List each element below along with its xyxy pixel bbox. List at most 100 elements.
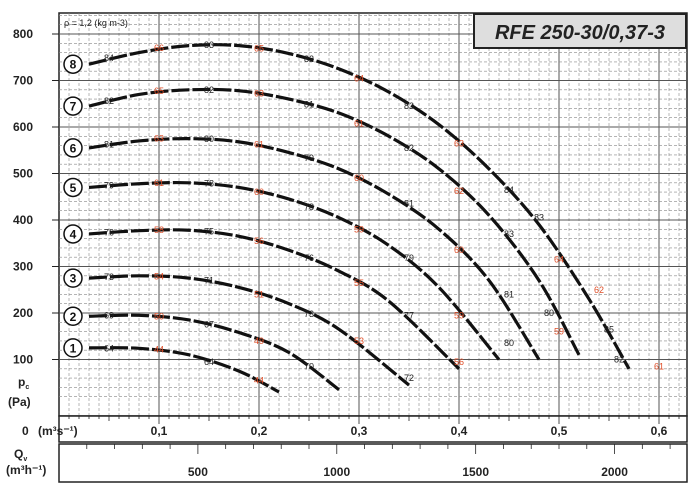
- curve-number-text: 2: [70, 310, 77, 324]
- y-tick-label: 700: [13, 74, 33, 88]
- curve-1: [88, 346, 280, 394]
- sound-level-label: 49: [254, 336, 264, 346]
- efficiency-label: 81: [304, 100, 314, 110]
- efficiency-label: 82: [404, 143, 414, 153]
- efficiency-label: 73: [104, 272, 114, 282]
- sound-level-label: 56: [254, 236, 264, 246]
- curve-number-5: 5: [63, 177, 83, 198]
- sound-level-label: 56: [454, 357, 464, 367]
- density-note: ρ = 1,2 (kg m-3): [64, 18, 128, 28]
- sound-level-label: 59: [554, 327, 564, 337]
- curve-number-2: 2: [63, 306, 83, 327]
- sound-level-label: 63: [154, 134, 164, 144]
- sound-level-label: 61: [354, 118, 364, 128]
- curve-number-1: 1: [63, 338, 83, 358]
- sound-level-label: 55: [354, 278, 364, 288]
- sound-level-label: 64: [354, 74, 364, 84]
- efficiency-label: 80: [504, 338, 514, 348]
- sound-level-label: 63: [254, 89, 264, 99]
- sound-level-label: 66: [154, 43, 164, 53]
- curve-number-text: 7: [70, 100, 77, 114]
- sound-level-label: 65: [254, 43, 264, 53]
- x-tick-label-primary: 0,1: [151, 424, 168, 438]
- sound-level-label: 62: [454, 186, 464, 196]
- y-tick-label: 500: [13, 167, 33, 181]
- efficiency-label: 82: [204, 85, 214, 95]
- curve-number-circle: [63, 138, 83, 158]
- efficiency-label: 78: [304, 202, 314, 212]
- x-tick-label-primary: 0,4: [451, 424, 468, 438]
- sound-level-label: 44: [154, 344, 164, 354]
- efficiency-label: 79: [104, 181, 114, 191]
- chart-title: RFE 250-30/0,37-3: [495, 22, 665, 44]
- curve-8: [88, 43, 631, 370]
- sound-level-label: 61: [654, 361, 664, 371]
- curve-7: [88, 87, 581, 356]
- curve-number-7: 7: [63, 96, 83, 116]
- x-axis-primary-band: [58, 415, 688, 443]
- efficiency-label: 79: [304, 153, 314, 163]
- sound-level-label: 59: [354, 224, 364, 234]
- curve-number-text: 5: [70, 181, 77, 195]
- efficiency-label: 69: [104, 310, 114, 320]
- curves: [88, 43, 631, 394]
- curve-5: [88, 180, 501, 361]
- sound-level-label: 54: [154, 272, 164, 282]
- curve-number-circle: [63, 177, 83, 198]
- efficiency-label: 82: [104, 96, 114, 106]
- sound-level-label: 50: [154, 311, 164, 321]
- curve-number-circle: [63, 54, 83, 74]
- x-axis-zero: 0: [22, 424, 29, 438]
- efficiency-label: 81: [104, 140, 114, 150]
- efficiency-label: 83: [534, 213, 544, 223]
- x-tick-label-primary: 0,3: [351, 424, 368, 438]
- efficiency-label: 82: [304, 54, 314, 64]
- y-axis-label: pc: [18, 375, 29, 391]
- curve-number-circle: [63, 96, 83, 116]
- efficiency-label: 83: [404, 101, 414, 111]
- sound-level-label: 60: [454, 245, 464, 255]
- y-tick-label: 600: [13, 120, 33, 134]
- x-tick-label-primary: 0,2: [251, 424, 268, 438]
- sound-level-label: 53: [354, 336, 364, 346]
- efficiency-label: 80: [544, 308, 554, 318]
- efficiency-label: 72: [404, 373, 414, 383]
- y-tick-label: 300: [13, 260, 33, 274]
- curve-number-4: 4: [63, 224, 83, 244]
- efficiency-label: 83: [204, 40, 214, 50]
- efficiency-label: 84: [504, 185, 514, 195]
- y-axis-unit: (Pa): [8, 395, 31, 409]
- efficiency-label: 83: [504, 229, 514, 239]
- efficiency-label: 76: [304, 253, 314, 263]
- efficiency-label: 84: [104, 53, 114, 63]
- curve-number-text: 4: [70, 227, 77, 241]
- efficiency-label: 64: [204, 357, 214, 367]
- curve-number-text: 1: [70, 341, 77, 355]
- x-axis-secondary-unit: (m³h⁻¹): [6, 463, 46, 477]
- efficiency-label: 73: [304, 309, 314, 319]
- x-tick-label-primary: 0,5: [551, 424, 568, 438]
- curve-6: [88, 137, 541, 361]
- x-tick-label-secondary: 1500: [462, 465, 489, 479]
- curve-number-text: 3: [70, 272, 77, 286]
- sound-level-label: 44: [254, 375, 264, 385]
- sound-level-label: 60: [254, 187, 264, 197]
- efficiency-label: 76: [104, 228, 114, 238]
- curve-number-8: 8: [63, 54, 83, 74]
- curve-number-circle: [63, 224, 83, 244]
- x-tick-label-secondary: 2000: [601, 465, 628, 479]
- efficiency-label: 67: [204, 320, 214, 330]
- sound-level-label: 60: [354, 173, 364, 183]
- curve-2: [88, 313, 340, 392]
- sound-level-label: 61: [254, 140, 264, 150]
- efficiency-label: 79: [404, 253, 414, 263]
- efficiency-label: 78: [204, 179, 214, 189]
- curve-number-6: 6: [63, 138, 83, 158]
- efficiency-label: 85: [604, 324, 614, 334]
- curve-number-text: 8: [70, 58, 77, 72]
- title-box: [473, 13, 687, 49]
- efficiency-label: 82: [614, 355, 624, 365]
- y-tick-label: 100: [13, 353, 33, 367]
